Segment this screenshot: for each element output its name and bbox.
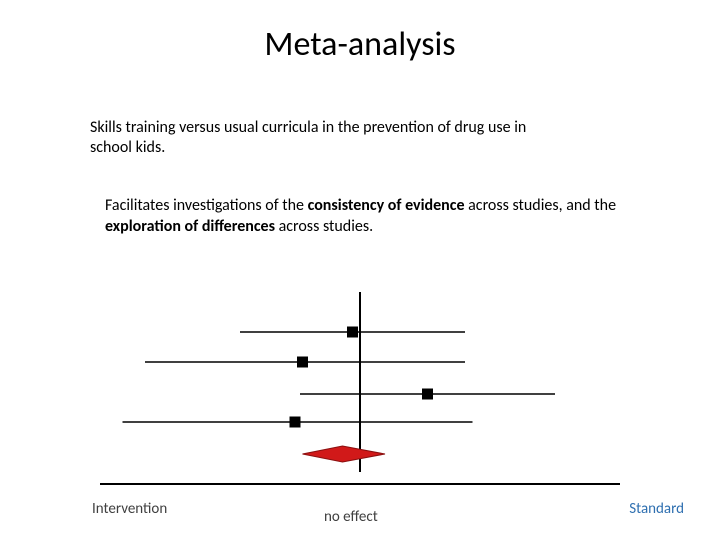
axis-label-left: Intervention (92, 500, 167, 518)
subtitle: Skills training versus usual curricula i… (90, 118, 550, 158)
axis-label-mid: no effect (324, 508, 378, 526)
body-text: Facilitates investigations of the consis… (105, 196, 635, 238)
axis-label-right: Standard (629, 500, 684, 518)
forest-plot (100, 292, 620, 502)
page-title: Meta-analysis (0, 24, 720, 65)
slide: Meta-analysis Skills training versus usu… (0, 0, 720, 540)
